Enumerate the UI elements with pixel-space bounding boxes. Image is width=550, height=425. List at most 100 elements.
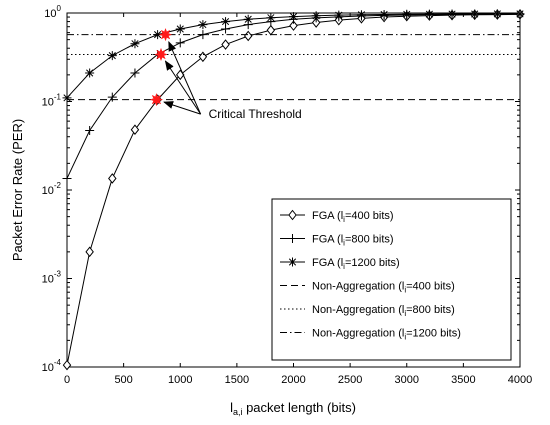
data-point — [108, 173, 117, 184]
x-tick-label: 1000 — [168, 374, 192, 386]
x-tick-label: 1500 — [225, 374, 249, 386]
legend-marker — [288, 257, 297, 267]
x-tick-label: 4000 — [508, 374, 532, 386]
legend-label-suffix: =800 bits) — [345, 234, 394, 246]
x-axis-label-rest: packet length (bits) — [242, 400, 355, 415]
y-tick-base: 10 — [42, 185, 54, 197]
x-tick-label: 2000 — [281, 374, 305, 386]
legend-label-sub: i — [404, 333, 406, 342]
critical-point — [154, 47, 168, 62]
data-point — [515, 9, 525, 19]
annotation-arrow — [163, 101, 201, 115]
x-axis-label: la,i packet length (bits) — [230, 400, 356, 417]
y-tick-label: 100 — [44, 4, 61, 20]
x-tick-label: 3500 — [451, 374, 475, 386]
critical-point — [158, 27, 173, 42]
data-point — [175, 24, 185, 34]
y-tick-label: 10-2 — [42, 181, 62, 197]
legend-label-suffix: =800 bits) — [406, 304, 455, 316]
data-point — [198, 20, 208, 30]
legend-entry: FGA (li=400 bits) — [280, 209, 394, 224]
legend-entry: FGA (li=1200 bits) — [280, 257, 400, 271]
legend-marker — [288, 234, 297, 243]
data-point — [221, 39, 230, 50]
x-tick-label: 2500 — [338, 374, 362, 386]
y-tick-exp: -4 — [54, 358, 62, 367]
data-point — [243, 14, 253, 24]
annotation-arrow — [168, 41, 202, 115]
y-tick-label: 10-1 — [42, 93, 62, 109]
data-point — [85, 126, 95, 136]
data-point — [311, 17, 321, 28]
data-point — [379, 9, 389, 19]
legend-label: FGA (li=1200 bits) — [312, 257, 400, 271]
data-point — [130, 39, 140, 49]
legend-label-suffix: =1200 bits) — [345, 257, 400, 269]
data-point — [311, 11, 321, 21]
y-tick-label: 10-3 — [42, 270, 62, 286]
data-point — [107, 92, 117, 102]
data-point — [470, 9, 480, 19]
data-point — [289, 12, 298, 22]
data-point — [334, 10, 344, 20]
data-point — [492, 9, 502, 19]
x-tick-label: 3000 — [395, 374, 419, 386]
y-tick-exp: 0 — [57, 4, 62, 13]
data-point — [221, 17, 231, 27]
legend-label: Non-Aggregation (li=400 bits) — [312, 281, 455, 295]
data-point — [424, 9, 434, 19]
data-point — [62, 173, 72, 183]
data-point — [62, 359, 72, 371]
legend-label-prefix: FGA (l — [312, 210, 343, 222]
data-point — [85, 68, 95, 78]
legend-label-sub: i — [343, 239, 345, 248]
legend-label-sub: i — [343, 262, 345, 271]
legend-label: FGA (li=400 bits) — [312, 210, 394, 224]
legend-label-suffix: =400 bits) — [345, 210, 394, 222]
critical-point — [149, 92, 164, 107]
legend-label: Non-Aggregation (li=1200 bits) — [312, 328, 461, 342]
annotation-arrow — [164, 60, 202, 115]
legend: FGA (li=400 bits)FGA (li=800 bits)FGA (l… — [271, 198, 512, 361]
y-tick-exp: -2 — [54, 181, 62, 190]
data-point — [266, 13, 276, 23]
data-point — [107, 51, 117, 61]
legend-label-suffix: =400 bits) — [406, 281, 455, 293]
data-point — [198, 51, 208, 63]
x-tick-label: 500 — [114, 374, 132, 386]
data-point — [85, 246, 94, 258]
y-tick-base: 10 — [42, 97, 54, 109]
data-point — [175, 38, 185, 48]
legend-box — [271, 198, 512, 361]
series-layer — [62, 9, 525, 371]
y-tick-exp: -1 — [54, 93, 62, 102]
legend-label-prefix: FGA (l — [312, 257, 343, 269]
x-axis-label-sub: a,i — [233, 407, 243, 417]
legend-entry: Non-Aggregation (li=1200 bits) — [280, 328, 461, 342]
y-tick-exp: -3 — [54, 270, 62, 279]
data-point — [402, 9, 412, 19]
data-point — [130, 68, 140, 78]
data-point — [130, 124, 140, 136]
legend-label-suffix: =1200 bits) — [406, 328, 461, 340]
y-tick-label: 10-4 — [42, 358, 62, 374]
y-tick-base: 10 — [44, 8, 56, 20]
legend-label-sub: i — [404, 309, 406, 318]
data-point — [289, 20, 298, 31]
data-point — [447, 9, 457, 19]
legend-label-sub: i — [404, 286, 406, 295]
legend-label-sub: i — [343, 215, 345, 224]
legend-label-prefix: Non-Aggregation (l — [312, 304, 404, 316]
legend-entry: Non-Aggregation (li=400 bits) — [280, 281, 455, 295]
legend-label-prefix: FGA (l — [312, 234, 343, 246]
x-axis-label-main: l — [230, 400, 233, 415]
y-tick-base: 10 — [42, 362, 54, 374]
legend-label-prefix: Non-Aggregation (l — [312, 281, 404, 293]
legend-label: FGA (li=800 bits) — [312, 234, 394, 248]
legend-entry: Non-Aggregation (li=800 bits) — [280, 304, 455, 318]
data-point — [356, 10, 366, 20]
legend-label-prefix: Non-Aggregation (l — [312, 328, 404, 340]
annotation: Critical Threshold — [163, 41, 302, 121]
